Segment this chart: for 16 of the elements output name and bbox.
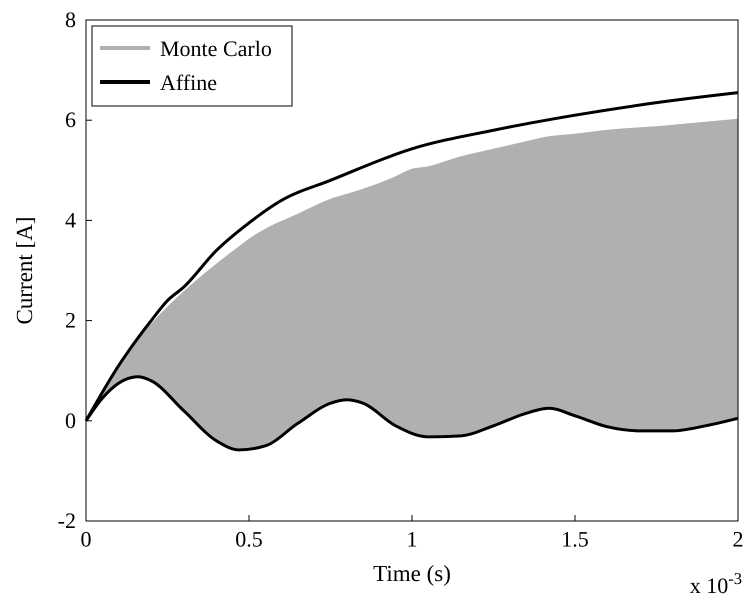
x-tick-label: 0.5 xyxy=(235,526,263,552)
x-tick-label: 2 xyxy=(732,526,744,552)
x-tick-label: 0 xyxy=(80,526,92,552)
y-tick-label: 6 xyxy=(65,107,76,132)
legend-label: Monte Carlo xyxy=(160,36,272,61)
text: x 10$^{-3}$ xyxy=(690,568,742,598)
x-tick-label: 1.5 xyxy=(561,526,589,552)
x-tick-label: 1 xyxy=(406,526,418,552)
y-tick-label: -2 xyxy=(58,508,76,534)
y-tick-label: 2 xyxy=(65,308,76,333)
x-axis-title: Time (s) xyxy=(373,561,451,586)
y-tick-label: 0 xyxy=(65,408,76,433)
y-tick-label: 8 xyxy=(65,7,76,32)
y-axis-title: Current [A] xyxy=(12,216,37,324)
legend-label: Affine xyxy=(160,70,218,95)
y-tick-label: 4 xyxy=(65,207,76,232)
